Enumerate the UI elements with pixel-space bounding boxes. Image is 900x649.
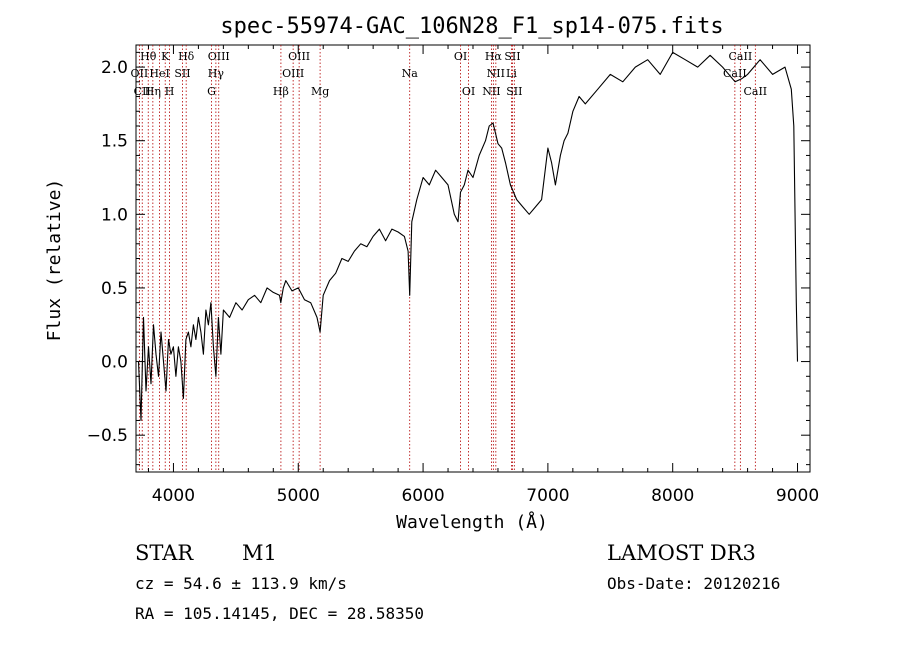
x-tick-label: 7000	[526, 486, 569, 506]
emission-line-label: CII	[134, 85, 151, 98]
emission-line-label: NII	[482, 85, 500, 98]
emission-line-label: Hδ	[178, 50, 195, 63]
chart-title: spec-55974-GAC_106N28_F1_sp14-075.fits	[220, 14, 723, 39]
emission-line-label: OI	[462, 85, 475, 98]
emission-line-label: OIII	[282, 67, 304, 80]
object-class: STAR	[135, 541, 194, 565]
emission-line-label: SII	[504, 50, 520, 63]
emission-line-label: OIII	[208, 50, 230, 63]
obs-date: Obs-Date: 20120216	[607, 574, 780, 593]
emission-line-label: HeI	[149, 67, 169, 80]
redshift-info: cz = 54.6 ± 113.9 km/s	[135, 574, 347, 593]
survey-name: LAMOST DR3	[607, 541, 756, 565]
emission-line-label: CaII	[723, 67, 747, 80]
y-tick-label: 1.5	[101, 132, 128, 152]
x-tick-label: 5000	[277, 486, 320, 506]
x-axis-label: Wavelength (Å)	[396, 511, 548, 533]
emission-line-label: Hθ	[140, 50, 157, 63]
emission-line-label: Li	[506, 67, 517, 80]
emission-line-label: Hβ	[273, 85, 289, 98]
y-tick-label: 0.0	[101, 353, 128, 373]
y-axis: −0.5 0.0 0.5 1.0 1.5 2.0	[87, 51, 810, 466]
emission-line-label: Hη	[145, 85, 161, 98]
spectrum-series	[137, 51, 799, 422]
x-axis: 4000 5000 6000 7000 8000 9000	[147, 45, 819, 506]
y-tick-label: −0.5	[87, 426, 128, 446]
emission-line-markers	[138, 45, 756, 472]
spectrum-line	[137, 51, 799, 422]
emission-line-label: H	[165, 85, 175, 98]
emission-line-label: Hα	[485, 50, 503, 63]
emission-line-label: Na	[402, 67, 419, 80]
y-tick-label: 2.0	[101, 58, 128, 78]
object-subclass: M1	[242, 541, 277, 565]
emission-line-label: K	[161, 50, 170, 63]
y-axis-label: Flux (relative)	[44, 179, 65, 342]
x-tick-label: 8000	[651, 486, 694, 506]
plot-frame	[135, 44, 811, 473]
emission-line-label: OII	[131, 67, 149, 80]
emission-line-label: CaII	[743, 85, 767, 98]
x-tick-label: 9000	[776, 486, 819, 506]
y-tick-label: 0.5	[101, 279, 128, 299]
emission-line-label: NII	[487, 67, 505, 80]
y-tick-label: 1.0	[101, 205, 128, 225]
emission-line-label: G	[207, 85, 216, 98]
x-tick-label: 4000	[152, 486, 195, 506]
x-tick-label: 6000	[401, 486, 444, 506]
emission-line-label: Mg	[311, 85, 329, 98]
coordinates: RA = 105.14145, DEC = 28.58350	[135, 604, 424, 623]
emission-line-label: SII	[174, 67, 190, 80]
emission-line-label: CaII	[729, 50, 753, 63]
emission-line-label: Hγ	[208, 67, 225, 80]
emission-line-label: OI	[454, 50, 467, 63]
emission-line-label: SII	[506, 85, 522, 98]
emission-line-label: OIII	[288, 50, 310, 63]
